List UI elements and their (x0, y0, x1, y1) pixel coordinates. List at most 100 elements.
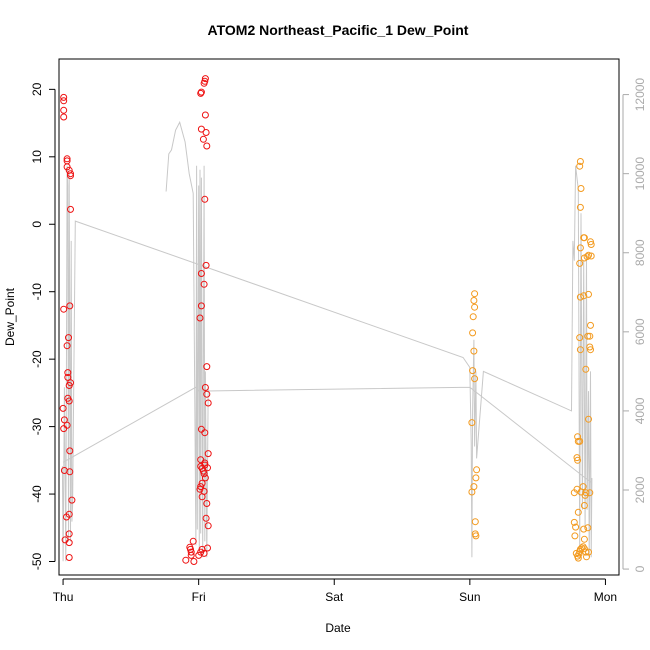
point-orange-50 (586, 343, 594, 351)
point-orange-60 (576, 259, 584, 267)
point-orange-40 (579, 483, 587, 491)
point-orange-55 (586, 332, 594, 340)
point-orange-48 (585, 415, 592, 423)
point-red-10 (67, 205, 74, 213)
y2-tick-label-1: 2000 (633, 476, 647, 503)
point-orange-65 (576, 244, 584, 252)
point-orange-53 (576, 334, 584, 342)
point-red-63 (197, 456, 205, 464)
point-orange-35 (574, 508, 582, 516)
point-orange-34 (584, 524, 592, 532)
point-orange-68 (587, 238, 594, 246)
point-red-73 (200, 280, 208, 288)
point-orange-9 (473, 466, 481, 474)
point-red-3 (60, 113, 68, 121)
y-tick-label-4: -20 (30, 350, 44, 368)
point-orange-41 (582, 489, 590, 497)
chart-title: ATOM2 Northeast_Pacific_1 Dew_Point (208, 22, 469, 38)
point-orange-63 (585, 251, 592, 259)
point-orange-49 (582, 365, 590, 373)
y-tick-label-1: 10 (30, 150, 44, 164)
point-orange-43 (573, 454, 581, 462)
altitude-line-2 (165, 120, 209, 558)
point-red-53 (200, 487, 208, 495)
point-orange-18 (571, 532, 579, 540)
x-tick-label-3: Sun (459, 590, 480, 604)
point-red-12 (66, 302, 74, 310)
point-orange-32 (580, 535, 588, 543)
point-red-79 (202, 129, 210, 136)
point-orange-33 (580, 525, 588, 533)
point-orange-28 (580, 545, 588, 553)
point-orange-47 (576, 437, 584, 445)
point-orange-62 (583, 253, 591, 261)
point-orange-2 (471, 303, 479, 311)
altitude-line-layer (61, 120, 593, 562)
altitude-line-1 (61, 165, 593, 562)
x-tick-label-0: Thu (53, 590, 74, 604)
point-orange-58 (580, 292, 588, 300)
point-red-51 (196, 485, 204, 493)
y2-tick-label-2: 4000 (633, 397, 647, 424)
point-orange-3 (469, 313, 477, 321)
point-red-6 (63, 163, 71, 171)
point-red-4 (63, 155, 71, 163)
point-red-8 (67, 170, 74, 178)
point-red-74 (197, 270, 205, 277)
y2-tick-label-0: 0 (633, 565, 647, 572)
point-red-85 (201, 77, 209, 85)
point-orange-30 (583, 553, 590, 561)
points-layer (59, 75, 595, 565)
point-orange-44 (574, 456, 582, 464)
point-orange-54 (584, 332, 592, 340)
point-orange-39 (573, 485, 581, 493)
point-red-9 (67, 172, 74, 180)
y-tick-label-3: -10 (30, 283, 44, 301)
point-red-13 (65, 334, 72, 342)
point-orange-6 (469, 367, 477, 375)
point-orange-42 (586, 489, 594, 497)
point-orange-73 (576, 158, 584, 165)
point-orange-4 (469, 329, 477, 337)
point-red-38 (187, 548, 195, 556)
point-orange-52 (576, 346, 584, 354)
point-orange-7 (471, 375, 479, 383)
point-orange-51 (587, 346, 594, 354)
point-red-27 (66, 468, 74, 476)
y-axis-label: Dew_Point (3, 287, 17, 346)
point-red-18 (65, 382, 73, 389)
point-red-55 (201, 474, 209, 482)
point-red-71 (196, 314, 204, 322)
point-orange-22 (574, 554, 582, 562)
point-red-2 (60, 106, 68, 114)
point-orange-36 (580, 502, 588, 509)
axes-layer: Thu Fri Sat Sun Mon 20 10 0 -10 -20 -30 -40 -50 0 2000… (30, 78, 647, 604)
y2-tick-label-5: 10000 (633, 157, 647, 191)
point-orange-27 (579, 543, 587, 551)
point-orange-26 (578, 544, 586, 552)
x-tick-label-1: Fri (192, 590, 206, 604)
point-orange-10 (472, 474, 480, 482)
y2-tick-label-4: 8000 (633, 239, 647, 266)
point-red-78 (199, 135, 207, 143)
point-orange-70 (576, 203, 584, 211)
point-red-22 (60, 416, 68, 424)
point-orange-12 (468, 488, 476, 496)
point-red-83 (197, 88, 205, 96)
point-red-49 (203, 500, 211, 507)
point-orange-56 (587, 321, 594, 329)
point-red-48 (202, 514, 210, 522)
point-red-61 (197, 462, 205, 470)
point-red-20 (65, 397, 73, 405)
point-red-47 (204, 522, 212, 530)
point-orange-19 (572, 523, 580, 531)
point-red-14 (63, 342, 71, 350)
point-orange-67 (580, 234, 588, 242)
point-red-21 (59, 404, 67, 412)
point-orange-59 (585, 290, 592, 298)
y2-tick-label-6: 12000 (633, 78, 647, 112)
x-axis-label: Date (325, 621, 351, 635)
point-orange-1 (470, 297, 478, 304)
point-orange-15 (472, 532, 480, 540)
